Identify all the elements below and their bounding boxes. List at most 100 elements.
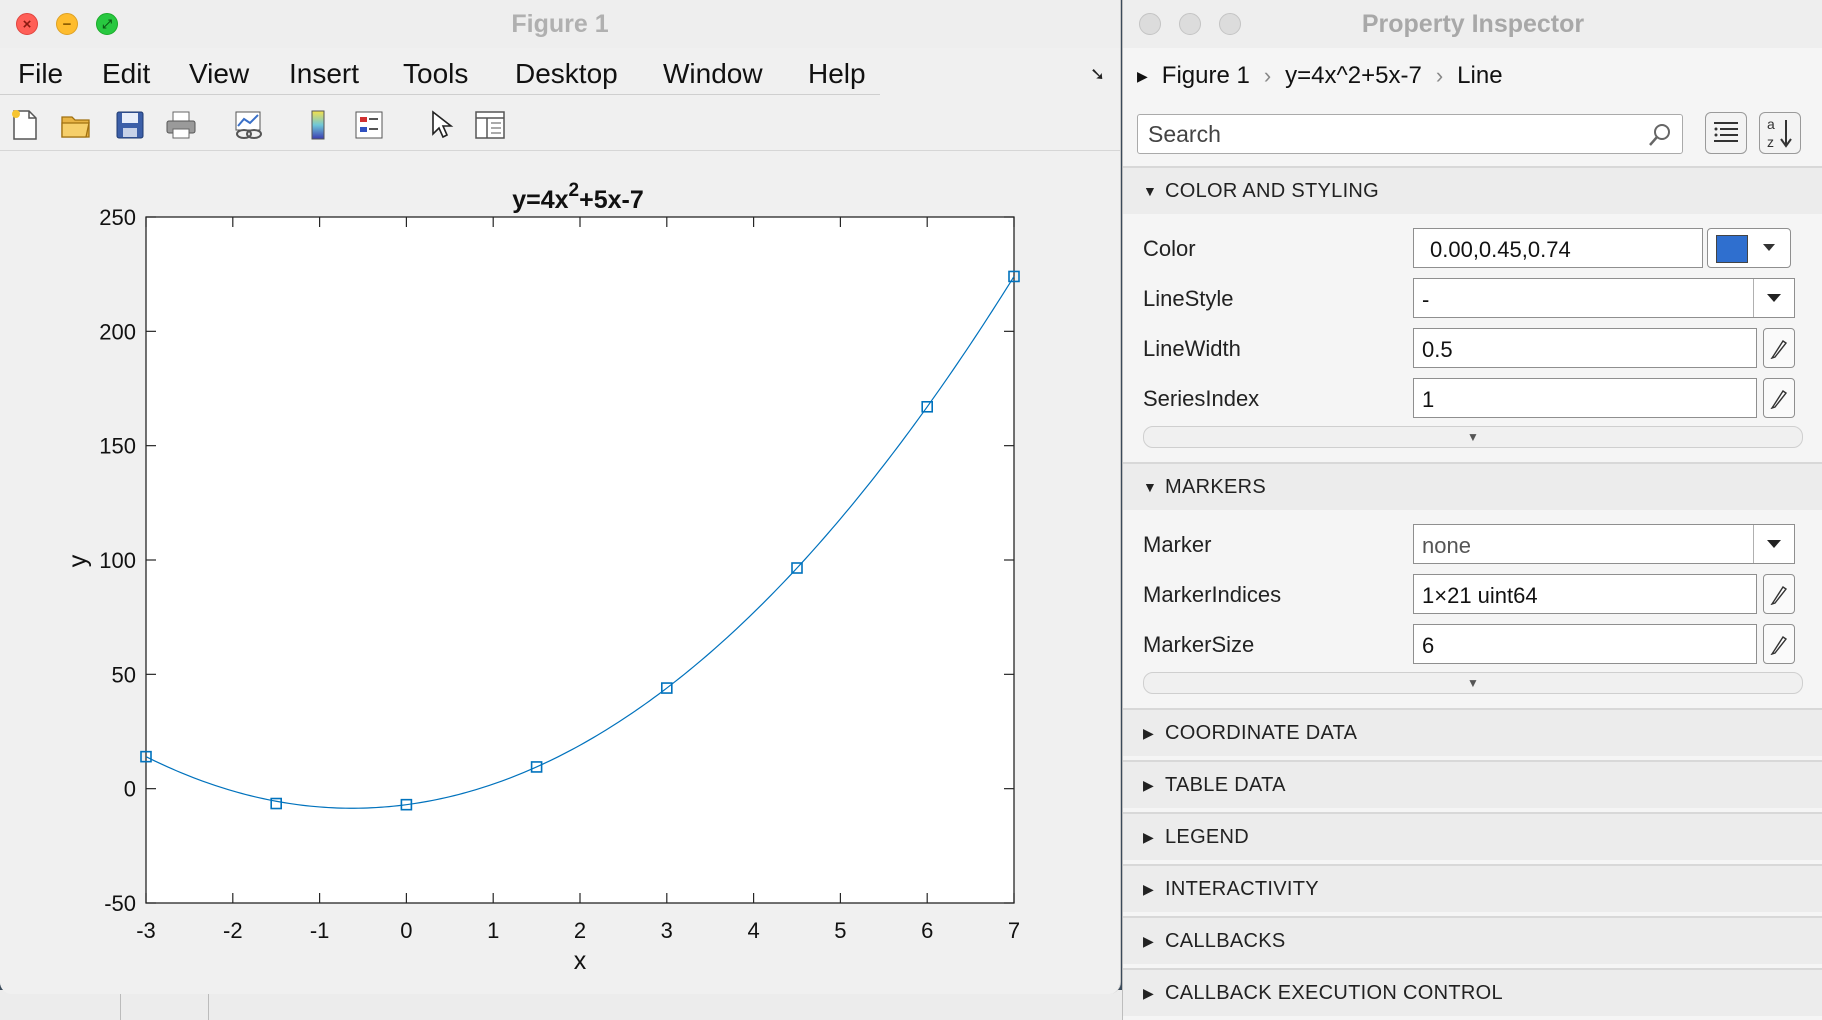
color-picker-button[interactable] [1707, 228, 1791, 268]
section-markers[interactable]: ▼ MARKERS [1123, 462, 1822, 510]
property-label: LineStyle [1143, 286, 1234, 311]
markersize-field[interactable]: 6 [1413, 624, 1757, 664]
markersize-value: 6 [1422, 633, 1435, 658]
section-callback-execution-control[interactable]: ▶ CALLBACK EXECUTION CONTROL [1123, 968, 1822, 1016]
series-line[interactable] [145, 276, 1015, 809]
linestyle-dropdown[interactable]: - [1413, 278, 1795, 318]
zoom-window-button[interactable]: ⤢ [96, 13, 118, 35]
breadcrumb-axes[interactable]: y=4x^2+5x-7 [1285, 62, 1422, 89]
search-input[interactable]: Search [1137, 114, 1683, 154]
colorbar-icon[interactable] [301, 108, 335, 142]
menu-file[interactable]: File [18, 58, 64, 89]
section-coordinate-data[interactable]: ▶ COORDINATE DATA [1123, 708, 1822, 756]
property-inspector-window: Property Inspector ▶ Figure 1 › y=4x^2+5… [1122, 0, 1822, 1020]
marker-square[interactable] [921, 400, 934, 413]
new-figure-icon[interactable] [8, 108, 42, 142]
pointer-icon[interactable] [424, 108, 458, 142]
list-icon [1714, 122, 1738, 142]
property-color: Color 0.00,0.45,0.74 [1123, 226, 1822, 270]
property-marker: Marker none [1123, 522, 1822, 566]
caret-right-icon[interactable]: ▶ [1137, 67, 1148, 84]
menu-edit[interactable]: Edit [102, 58, 151, 89]
section-table-data[interactable]: ▶ TABLE DATA [1123, 760, 1822, 808]
x-tick-label: 6 [921, 918, 933, 943]
inspector-title: Property Inspector [1361, 10, 1585, 38]
edit-pencil-icon[interactable] [1763, 624, 1795, 664]
plot-svg: y=4x2+5x-7 -3 -2 -1 0 1 2 3 4 5 6 7 -5005010015020… [64, 180, 1020, 975]
property-label: LineWidth [1143, 336, 1241, 361]
x-tick-label: 0 [400, 918, 412, 943]
property-label: Marker [1143, 532, 1212, 557]
markerindices-field[interactable]: 1×21 uint64 [1413, 574, 1757, 614]
menu-window[interactable]: Window [663, 58, 763, 89]
x-tick-label: 7 [1008, 918, 1020, 943]
marker-square[interactable] [530, 761, 543, 773]
y-tick-label: 50 [112, 662, 136, 687]
marker-square[interactable] [140, 750, 152, 763]
print-icon[interactable] [164, 108, 198, 142]
property-inspector-icon[interactable] [473, 108, 507, 142]
seriesindex-value: 1 [1422, 387, 1435, 412]
chart-title-superscript: 2 [569, 180, 580, 201]
section-title: COORDINATE DATA [1165, 722, 1358, 744]
section-title: TABLE DATA [1165, 774, 1286, 796]
caret-right-icon: ▶ [1143, 829, 1154, 845]
y-tick-label: 250 [99, 205, 136, 230]
chevron-down-icon[interactable] [1753, 279, 1794, 317]
section-color-and-styling[interactable]: ▼ COLOR AND STYLING [1123, 166, 1822, 214]
menu-help[interactable]: Help [808, 58, 866, 89]
undock-icon[interactable]: ➘ [1090, 64, 1106, 84]
section-legend[interactable]: ▶ LEGEND [1123, 812, 1822, 860]
close-window-button[interactable] [1139, 13, 1161, 35]
marker-dropdown[interactable]: none [1413, 524, 1795, 564]
axes-box[interactable] [145, 216, 1015, 904]
group-view-button[interactable] [1705, 112, 1747, 154]
zoom-window-button[interactable] [1219, 13, 1241, 35]
legend-icon[interactable] [352, 108, 386, 142]
minimize-window-button[interactable] [1179, 13, 1201, 35]
section-title: MARKERS [1165, 476, 1267, 498]
show-more-expander[interactable]: ▼ [1143, 426, 1803, 448]
menu-view[interactable]: View [189, 58, 250, 89]
linewidth-value: 0.5 [1422, 337, 1453, 362]
marker-square[interactable] [791, 562, 803, 574]
marker-square[interactable] [270, 797, 283, 810]
seriesindex-field[interactable]: 1 [1413, 378, 1757, 418]
section-callbacks[interactable]: ▶ CALLBACKS [1123, 916, 1822, 964]
marker-square[interactable] [660, 682, 673, 694]
marker-square[interactable] [1008, 270, 1020, 283]
figure-toolbar [0, 100, 1120, 151]
edit-pencil-icon[interactable] [1763, 378, 1795, 418]
menu-tools[interactable]: Tools [403, 58, 469, 89]
x-tick-label: 4 [747, 918, 759, 943]
y-tick-labels: -50 0 50 100 150 200 250 [99, 205, 136, 916]
breadcrumb-figure[interactable]: Figure 1 [1161, 62, 1250, 89]
breadcrumb-line[interactable]: Line [1457, 62, 1503, 89]
edit-pencil-icon[interactable] [1763, 328, 1795, 368]
close-window-button[interactable]: × [16, 13, 38, 35]
edit-pencil-icon[interactable] [1763, 574, 1795, 614]
minimize-window-button[interactable]: − [56, 13, 78, 35]
show-more-expander[interactable]: ▼ [1143, 672, 1803, 694]
section-interactivity[interactable]: ▶ INTERACTIVITY [1123, 864, 1822, 912]
x-tick-labels: -3 -2 -1 0 1 2 3 4 5 6 7 [136, 918, 1020, 943]
save-icon[interactable] [113, 108, 147, 142]
chevron-down-icon[interactable] [1753, 525, 1794, 563]
marker-square[interactable] [400, 798, 413, 811]
open-file-icon[interactable] [59, 108, 93, 142]
property-label: MarkerIndices [1143, 582, 1282, 607]
breadcrumb: ▶ Figure 1 › y=4x^2+5x-7 › Line [1137, 62, 1503, 90]
menu-insert[interactable]: Insert [289, 58, 360, 89]
y-tick-label: 200 [99, 319, 136, 344]
property-label: Color [1143, 236, 1196, 261]
series-markers[interactable] [140, 270, 1020, 811]
linewidth-field[interactable]: 0.5 [1413, 328, 1757, 368]
color-value-field[interactable]: 0.00,0.45,0.74 [1413, 228, 1703, 268]
plot-canvas[interactable]: y=4x2+5x-7 -3 -2 -1 0 1 2 3 4 5 6 7 -50 0 50 100 150 20… [0, 151, 1120, 994]
link-plot-icon[interactable] [232, 108, 266, 142]
background-window-strip [0, 990, 1130, 1020]
property-linewidth: LineWidth 0.5 [1123, 326, 1822, 370]
menu-desktop[interactable]: Desktop [515, 58, 618, 89]
chart-title: y=4x2+5x-7 [512, 180, 644, 214]
